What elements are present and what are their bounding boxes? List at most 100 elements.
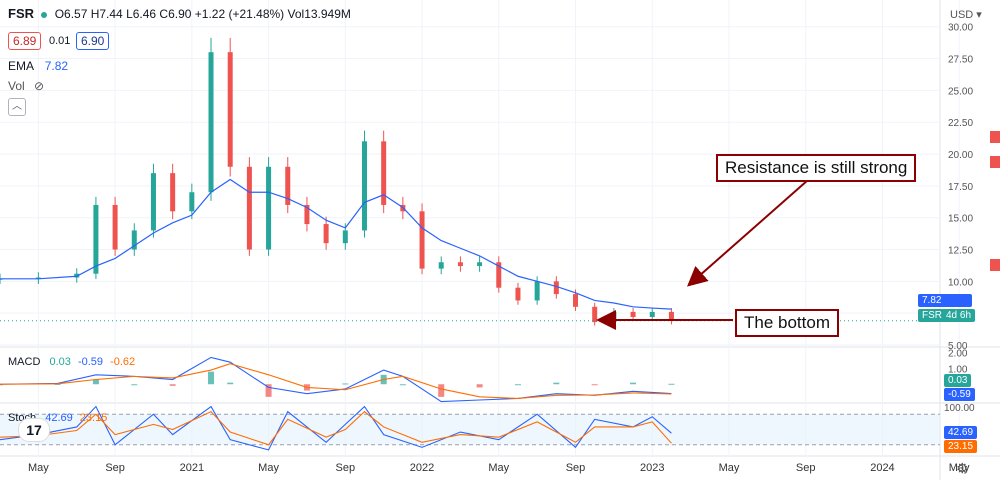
price-tick-label: 5.00 xyxy=(948,341,968,352)
stoch-d-line xyxy=(0,410,672,446)
candle-body xyxy=(668,311,674,321)
axes: 5.007.5010.0012.5015.0017.5020.0022.5025… xyxy=(28,23,1000,474)
edge-price-tag xyxy=(990,156,1000,168)
macd-histogram-bar xyxy=(438,384,445,397)
candle-body xyxy=(477,262,483,267)
currency-text: USD xyxy=(950,9,974,21)
resistance-annotation: Resistance is still strong xyxy=(716,154,917,182)
macd-histogram-bar xyxy=(131,384,138,386)
price-tick-label: 22.50 xyxy=(948,118,973,129)
spread-value: 0.01 xyxy=(49,35,71,47)
x-tick-label: Sep xyxy=(105,462,125,474)
macd-legend: MACD 0.03 -0.59 -0.62 xyxy=(8,356,135,368)
x-tick-label: 2023 xyxy=(640,462,664,474)
candle-body xyxy=(573,294,579,307)
macd-tick-label: 2.00 xyxy=(948,349,968,360)
tradingview-logo-icon: 17 xyxy=(18,418,50,442)
macd-histogram-bar xyxy=(514,384,521,386)
edge-price-tag xyxy=(990,259,1000,271)
currency-label[interactable]: USD ▾ xyxy=(950,9,982,21)
macd-histogram-bar xyxy=(169,384,176,386)
price-tick-label: 15.00 xyxy=(948,214,973,225)
stoch-v2: 23.15 xyxy=(79,412,108,424)
candle-body xyxy=(304,204,310,225)
status-dot-icon xyxy=(41,12,48,18)
ohlc-values: O6.57 H7.44 L6.46 C6.90 +1.22 (+21.48%) … xyxy=(54,7,351,21)
macd-tag-a: 0.03 xyxy=(944,374,972,387)
bid-price[interactable]: 6.89 xyxy=(8,32,42,50)
macd-histogram-bar xyxy=(227,382,234,385)
stoch-tag-a: 42.69 xyxy=(944,426,978,439)
macd-label: MACD xyxy=(8,356,41,368)
macd-histogram-bar xyxy=(342,383,349,385)
candle-body xyxy=(438,262,444,269)
ema-line xyxy=(0,178,672,310)
macd-tick-label: 1.00 xyxy=(948,364,968,375)
price-tick-label: 17.50 xyxy=(948,182,973,193)
price-pane xyxy=(0,37,940,326)
price-tick-label: 25.00 xyxy=(948,86,973,97)
candle-body xyxy=(208,52,214,193)
price-tick-label: 30.00 xyxy=(948,23,973,34)
x-tick-label: 2022 xyxy=(410,462,434,474)
x-tick-label: May xyxy=(28,462,49,474)
macd-pane xyxy=(0,356,675,403)
vol-legend: Vol ⊘ xyxy=(8,79,44,93)
price-tick-label: 12.50 xyxy=(948,246,973,257)
candle-body xyxy=(227,52,233,167)
legend-header: FSR O6.57 H7.44 L6.46 C6.90 +1.22 (+21.4… xyxy=(8,6,355,21)
annotation-arrows xyxy=(596,179,809,330)
macd-histogram-bar xyxy=(265,384,272,397)
stoch-band xyxy=(0,414,940,445)
macd-tag-b: -0.59 xyxy=(944,388,975,401)
candle-body xyxy=(419,211,425,269)
symbol-label: FSR xyxy=(8,6,34,21)
x-tick-label: May xyxy=(258,462,279,474)
candle-body xyxy=(592,306,598,323)
x-tick-label: Sep xyxy=(796,462,816,474)
candle-body xyxy=(170,173,176,212)
x-tick-label: May xyxy=(949,462,970,474)
candle-body xyxy=(131,230,137,250)
macd-histogram-bar xyxy=(668,383,675,385)
candle-body xyxy=(381,141,387,205)
ema-value: 7.82 xyxy=(44,59,69,73)
x-tick-label: May xyxy=(488,462,509,474)
bottom-annotation: The bottom xyxy=(735,309,839,337)
macd-histogram-bar xyxy=(208,371,215,385)
candle-body xyxy=(246,166,252,250)
price-tick-label: 20.00 xyxy=(948,150,973,161)
ema-legend: EMA 7.82 xyxy=(8,59,68,73)
candle-body xyxy=(553,281,559,295)
candle-body xyxy=(323,224,329,244)
collapse-icon[interactable]: ︿ xyxy=(8,98,26,116)
macd-v3: -0.62 xyxy=(110,356,136,368)
symbol-tag: FSR xyxy=(918,309,946,322)
x-tick-label: Sep xyxy=(336,462,356,474)
resistance-arrow xyxy=(686,179,809,287)
macd-v1: 0.03 xyxy=(49,356,71,368)
edge-price-tag xyxy=(990,131,1000,143)
candle-body xyxy=(515,287,521,301)
vol-label: Vol xyxy=(8,79,25,93)
candle-body xyxy=(189,192,195,212)
macd-histogram-bar xyxy=(476,384,483,388)
macd-histogram-bar xyxy=(54,383,61,385)
x-tick-label: May xyxy=(719,462,740,474)
candle-body xyxy=(285,166,291,205)
ask-price[interactable]: 6.90 xyxy=(76,32,110,50)
eye-off-icon[interactable]: ⊘ xyxy=(34,79,45,93)
macd-histogram-bar xyxy=(553,382,560,385)
candle-body xyxy=(112,204,118,250)
ema-price-tag: 7.82 xyxy=(918,294,972,307)
price-tick-label: 10.00 xyxy=(948,277,973,288)
candle-body xyxy=(35,277,41,279)
settings-gear-icon[interactable]: ⚙ xyxy=(956,460,969,476)
macd-v2: -0.59 xyxy=(77,356,104,368)
macd-histogram-bar xyxy=(399,384,406,386)
candle-body xyxy=(630,311,636,317)
x-tick-label: 2021 xyxy=(180,462,204,474)
